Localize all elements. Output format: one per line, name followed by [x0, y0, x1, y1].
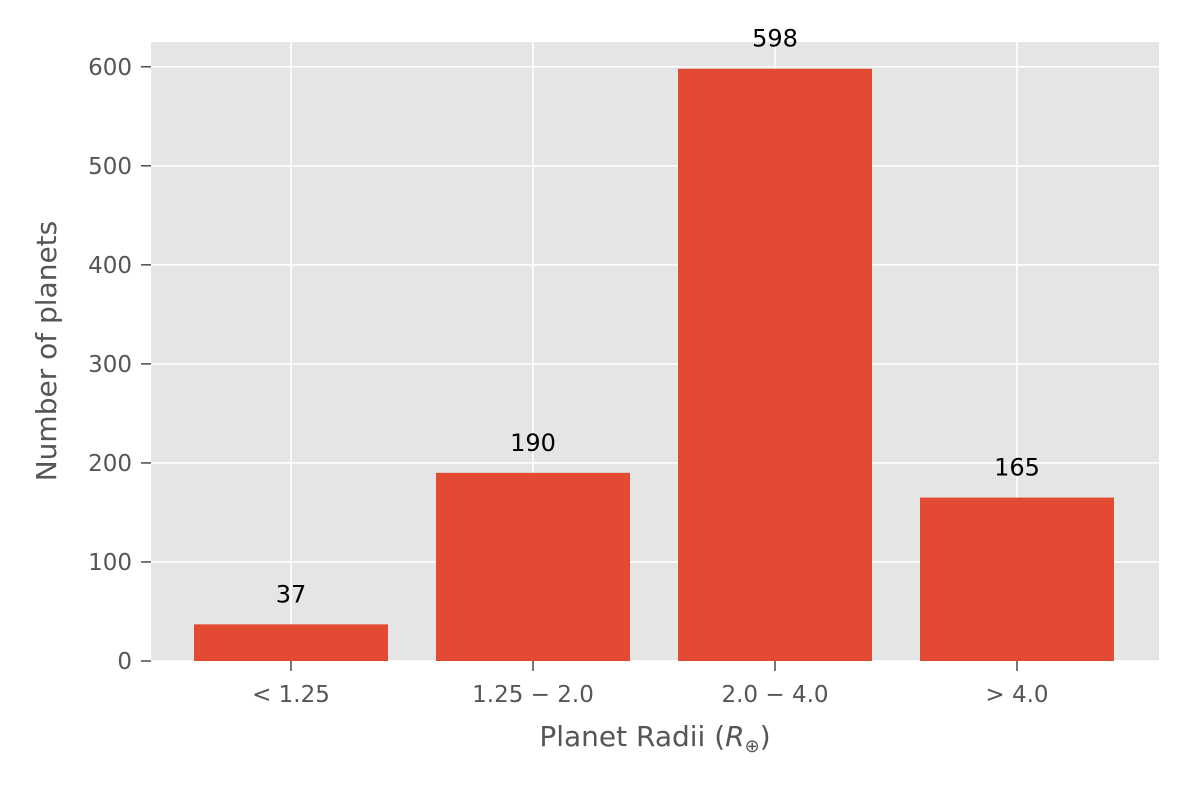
y-tick-label: 500	[88, 154, 132, 180]
y-tick-label: 0	[117, 649, 132, 675]
bar	[920, 497, 1114, 661]
y-tick-label: 600	[88, 55, 132, 81]
bar-value-label: 598	[752, 25, 798, 53]
x-tick-label: 2.0 − 4.0	[721, 682, 828, 708]
y-tick-label: 400	[88, 253, 132, 279]
bars	[194, 68, 1114, 662]
y-tick-label: 200	[88, 451, 132, 477]
y-tick-label: 100	[88, 550, 132, 576]
bar-value-label: 165	[994, 454, 1040, 482]
bar-value-label: 37	[276, 580, 307, 608]
y-tick-label: 300	[88, 352, 132, 378]
bar	[194, 624, 388, 661]
x-tick-label: < 1.25	[252, 682, 330, 708]
data-labels: 37 190 598 165	[276, 25, 1040, 609]
bar	[678, 68, 872, 662]
bar-value-label: 190	[510, 429, 556, 457]
y-axis-label: Number of planets	[30, 221, 63, 482]
bar	[436, 472, 630, 661]
axis-ticks: 0 100 200 300 400 500 600 < 1.25 1.25 − 2.0 2.0 −…	[88, 55, 1048, 708]
x-axis-label: Planet Radii (R⊕)	[539, 720, 770, 757]
x-tick-label: 1.25 − 2.0	[472, 682, 594, 708]
x-tick-label: > 4.0	[985, 682, 1048, 708]
